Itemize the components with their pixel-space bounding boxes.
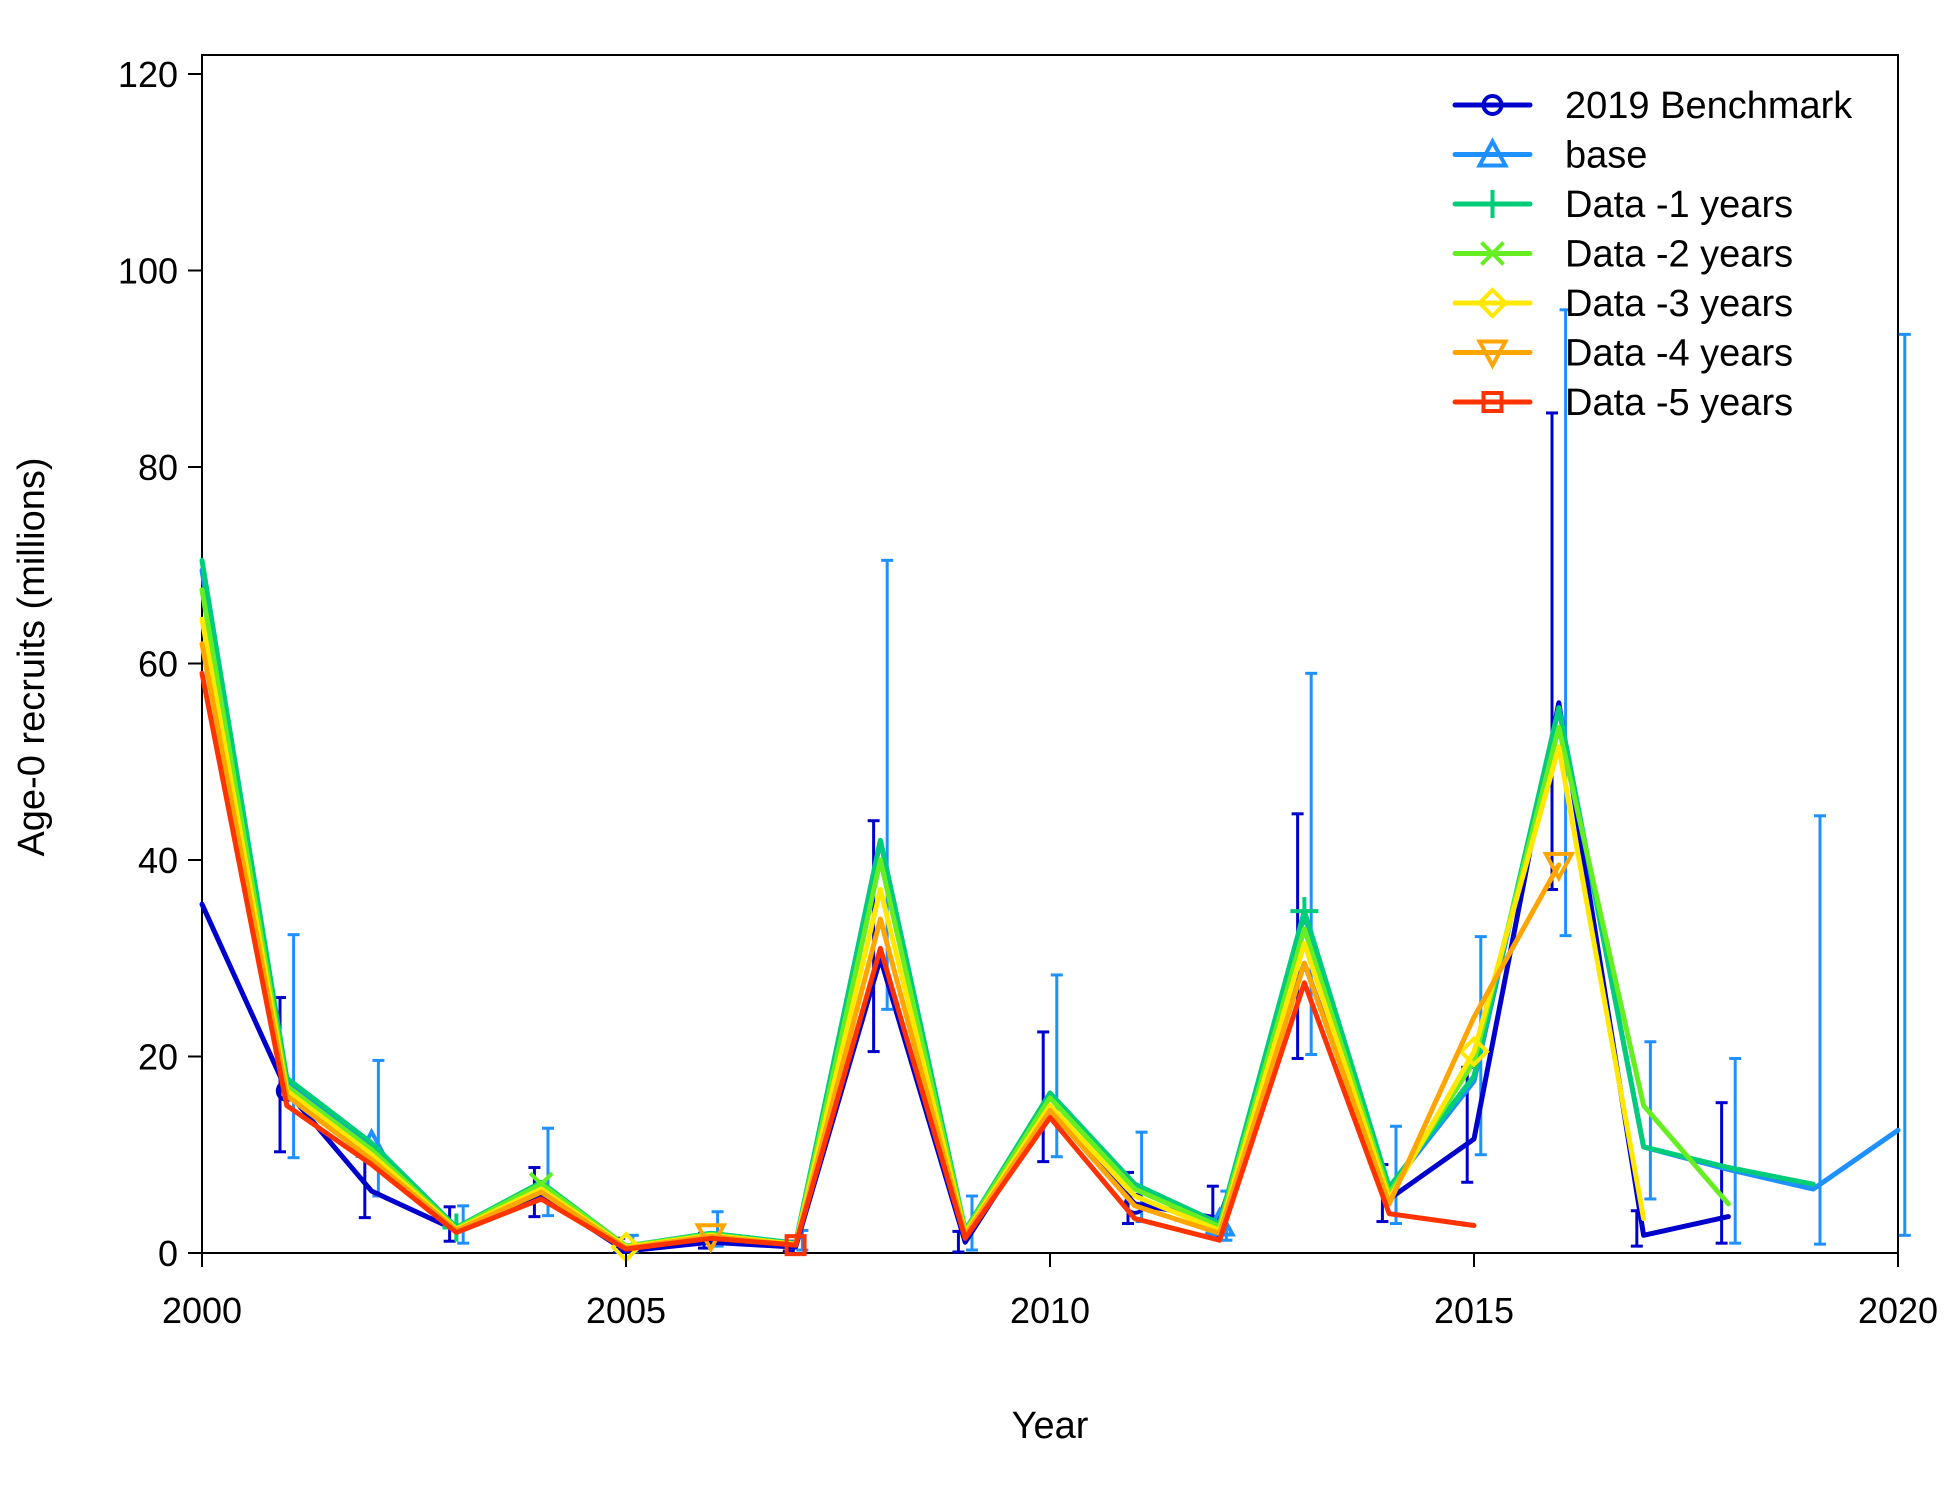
legend-label: Data -2 years — [1565, 234, 1793, 276]
series-marker — [784, 1234, 807, 1257]
series-marker — [1542, 851, 1576, 883]
legend-item: base — [1452, 135, 1647, 177]
series-data-3-years — [199, 616, 1647, 1263]
legend-label: Data -4 years — [1565, 333, 1793, 375]
error-bars — [274, 411, 1728, 1255]
y-tick-label: 80 — [138, 447, 178, 488]
legend-label: base — [1565, 135, 1647, 177]
y-tick-label: 60 — [138, 644, 178, 685]
x-tick-label: 2015 — [1434, 1290, 1514, 1331]
x-tick-label: 2005 — [586, 1290, 666, 1331]
x-tick-label: 2020 — [1858, 1290, 1938, 1331]
x-axis-title: Year — [1012, 1405, 1089, 1447]
legend-item: Data -5 years — [1452, 382, 1793, 424]
x-axis: 2000 2005 2010 2015 2020 — [162, 1253, 1938, 1331]
x-tick-label: 2000 — [162, 1290, 242, 1331]
legend: 2019 Benchmark base Data -1 years Data -2 y… — [1452, 85, 1853, 424]
legend-label: Data -5 years — [1565, 382, 1793, 424]
series-marker — [1290, 897, 1319, 926]
legend-item: Data -1 years — [1452, 184, 1793, 226]
legend-marker — [1476, 339, 1509, 370]
series-data-1-years — [199, 557, 1816, 1249]
legend-label: 2019 Benchmark — [1565, 85, 1853, 127]
legend-item: Data -2 years — [1452, 234, 1793, 276]
legend-item: Data -4 years — [1452, 333, 1793, 375]
series-marker — [1458, 1035, 1490, 1068]
legend-marker — [1480, 241, 1505, 266]
y-axis: 0 20 40 60 80 100 120 — [118, 54, 202, 1274]
series-data-5-years — [199, 670, 1477, 1257]
legend-marker — [1481, 94, 1504, 116]
series-line — [199, 670, 1477, 1252]
legend-item: Data -3 years — [1452, 283, 1793, 325]
y-tick-label: 20 — [138, 1037, 178, 1078]
y-axis-title: Age-0 recruits (millions) — [11, 457, 53, 856]
series-line — [199, 557, 1816, 1249]
y-tick-label: 40 — [138, 840, 178, 881]
legend-item: 2019 Benchmark — [1452, 85, 1853, 127]
series-layer — [199, 308, 1911, 1263]
y-tick-label: 0 — [158, 1233, 178, 1274]
y-tick-label: 100 — [118, 251, 178, 292]
legend-label: Data -1 years — [1565, 184, 1793, 226]
series-line — [199, 616, 1647, 1250]
y-tick-label: 120 — [118, 54, 178, 95]
series-line — [199, 587, 1731, 1249]
legend-label: Data -3 years — [1565, 283, 1793, 325]
legend-marker — [1476, 137, 1509, 168]
legend-marker — [1476, 287, 1509, 319]
series-data-2-years — [199, 587, 1731, 1249]
legend-marker — [1478, 190, 1507, 218]
error-bars — [287, 308, 1911, 1254]
x-tick-label: 2010 — [1010, 1290, 1090, 1331]
legend-marker — [1481, 391, 1504, 413]
